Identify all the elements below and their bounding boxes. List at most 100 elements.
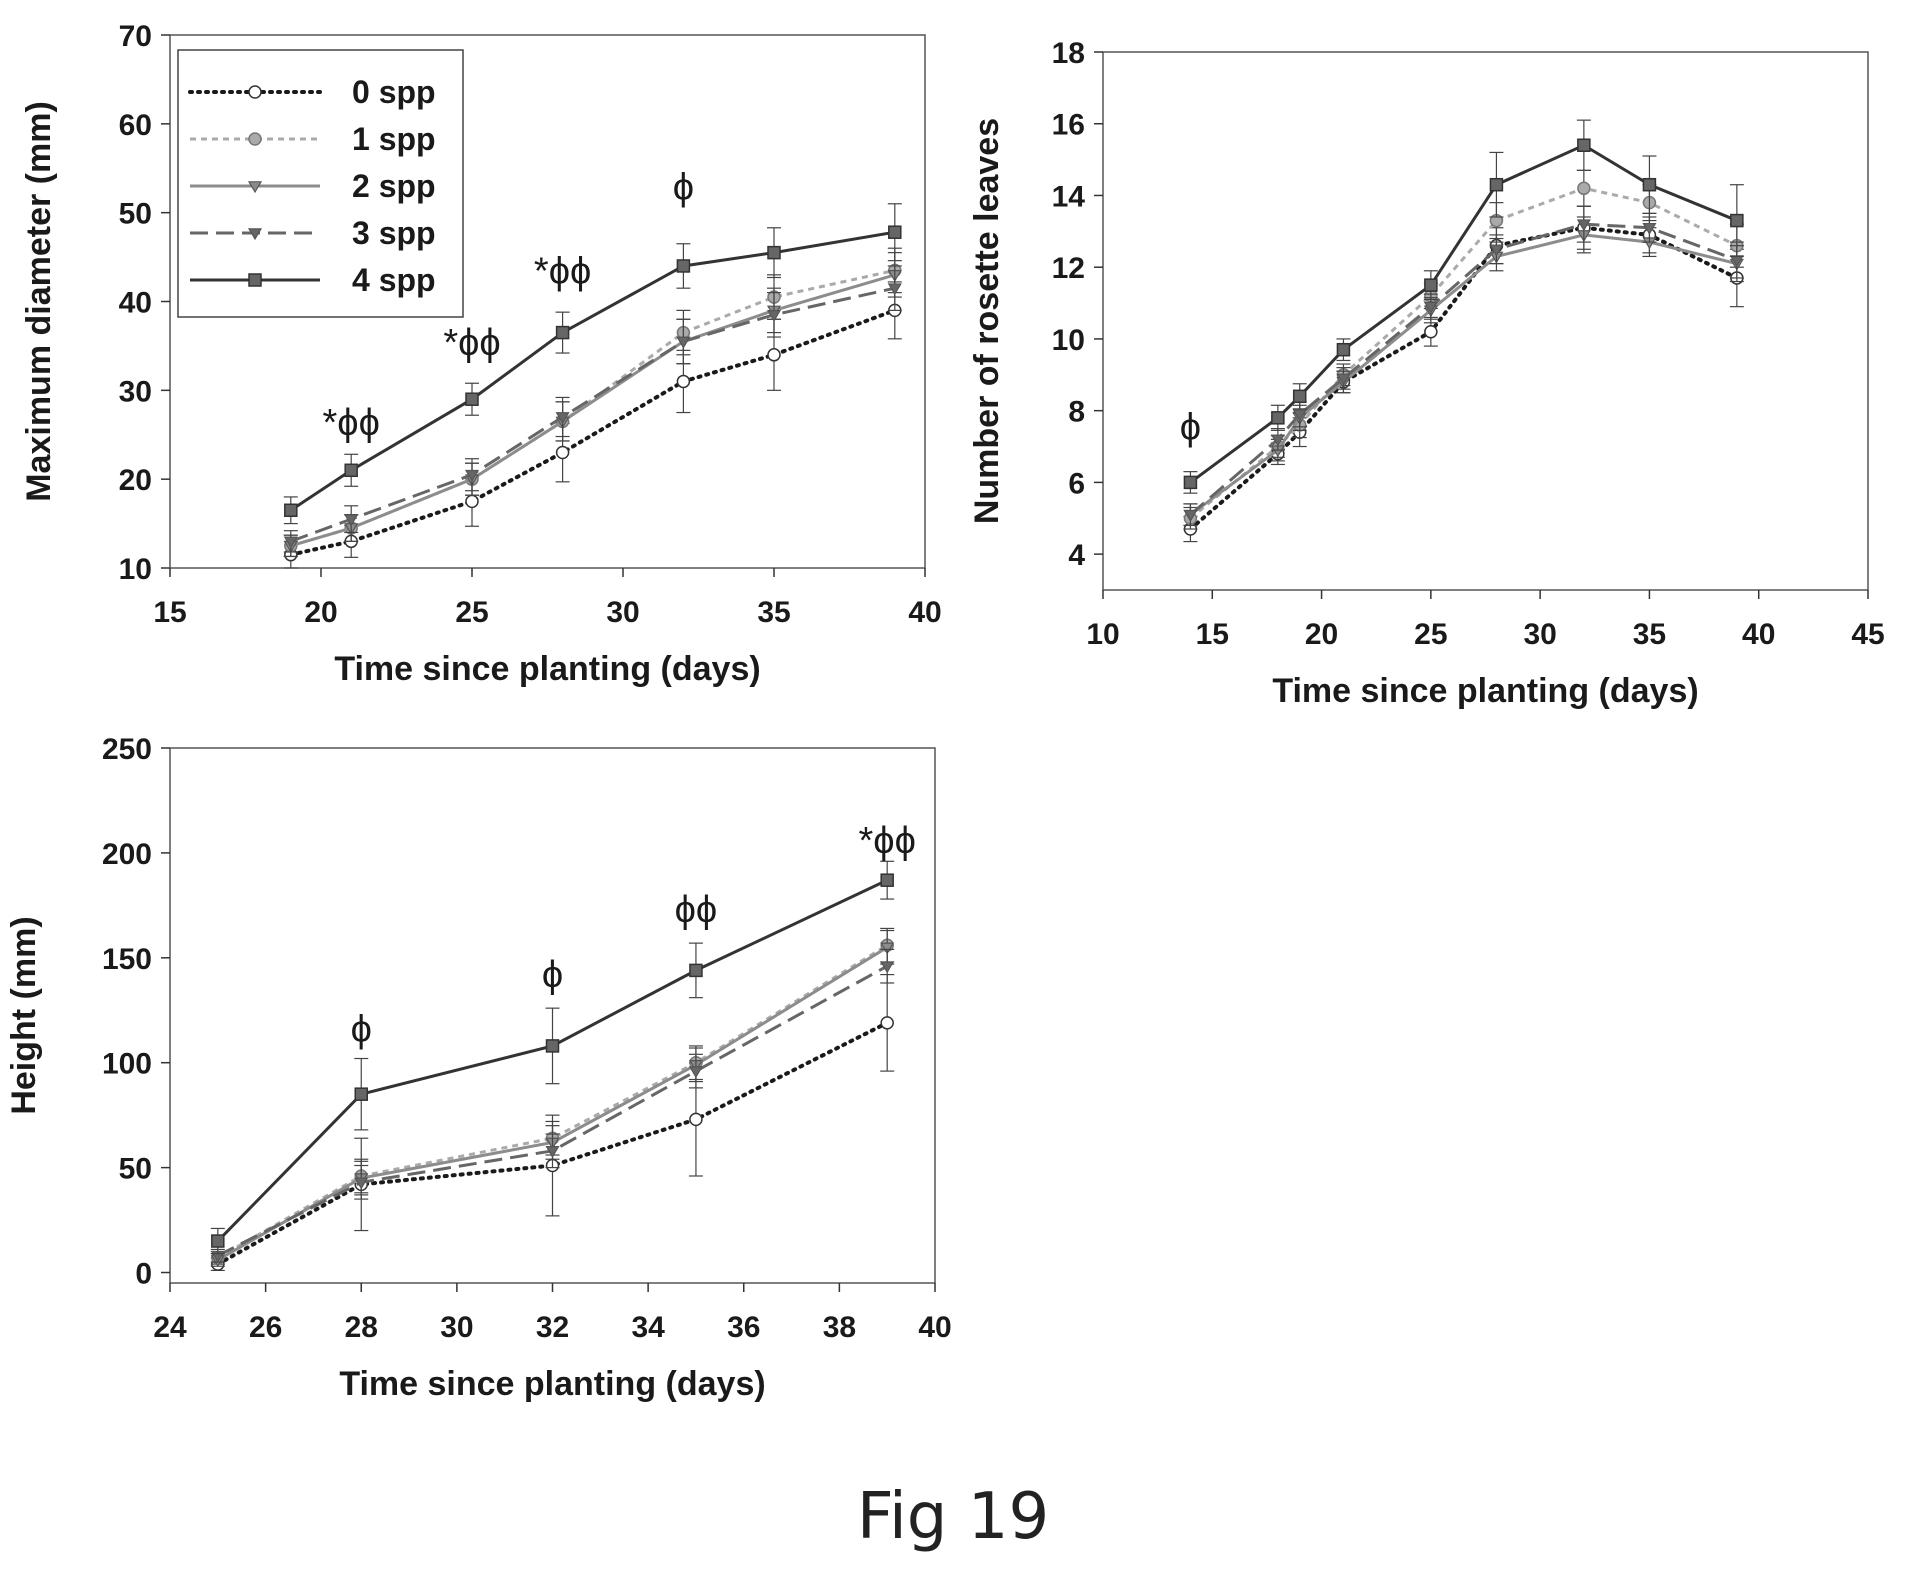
data-point <box>1489 177 1504 192</box>
data-point <box>1183 475 1198 490</box>
data-point <box>464 469 480 482</box>
data-point <box>555 445 570 460</box>
y-tick-label: 50 <box>119 198 152 231</box>
data-point <box>880 961 895 974</box>
legend-swatch-marker <box>247 181 263 194</box>
x-tick-label: 20 <box>304 596 337 629</box>
y-tick-label: 150 <box>102 943 152 976</box>
data-point <box>1730 213 1744 228</box>
legend-swatch-marker <box>248 273 262 287</box>
chart-diameter: 15 20 25 30 35 40 10 20 30 40 50 60 70 Time since pla… <box>20 20 942 688</box>
y-tick-label: 8 <box>1068 396 1085 429</box>
y-tick-label: 12 <box>1052 252 1085 285</box>
series-line <box>1189 143 1738 484</box>
y-tick-label: 250 <box>102 733 152 766</box>
data-point <box>1424 325 1438 339</box>
x-tick-label: 15 <box>153 596 186 629</box>
data-point <box>1642 222 1657 235</box>
data-point <box>1183 509 1198 522</box>
significance-annotation: *ϕϕ <box>859 820 916 862</box>
data-point <box>1336 373 1351 386</box>
y-tick-label: 10 <box>1052 324 1085 357</box>
data-point <box>767 348 781 362</box>
series-line <box>1189 233 1738 516</box>
x-tick-label: 35 <box>757 596 790 629</box>
y-tick-label: 14 <box>1052 180 1086 213</box>
y-tick-label: 18 <box>1052 37 1085 70</box>
data-point <box>1642 177 1657 192</box>
y-tick-label: 30 <box>119 375 152 408</box>
data-point <box>1292 409 1307 422</box>
data-point <box>688 1066 703 1079</box>
data-point <box>545 1146 560 1159</box>
series-line <box>290 286 896 543</box>
x-tick-label: 30 <box>1523 618 1556 651</box>
series-3-spp <box>1183 205 1744 527</box>
x-axis-label: Time since planting (days) <box>339 1365 765 1403</box>
significance-annotation: *ϕϕ <box>534 251 591 293</box>
y-axis-label: Number of rosette leaves <box>968 118 1006 524</box>
x-tick-label: 30 <box>606 596 639 629</box>
significance-annotation: ϕ <box>1180 406 1201 448</box>
data-point <box>676 259 691 273</box>
series-4-spp <box>1183 119 1744 494</box>
y-tick-label: 70 <box>119 20 152 53</box>
series-line <box>1189 222 1738 516</box>
x-tick-label: 45 <box>1851 618 1884 651</box>
data-point <box>880 1016 894 1030</box>
chart-height: 24 26 28 30 32 34 36 38 40 0 50 100 150 200 250 Time si… <box>5 733 952 1403</box>
series-line <box>1188 225 1739 532</box>
x-tick-label: 15 <box>1196 618 1229 651</box>
data-point <box>354 1177 369 1190</box>
y-tick-label: 40 <box>119 287 152 320</box>
legend-box <box>177 49 464 318</box>
data-point <box>1271 411 1285 425</box>
data-point <box>545 1039 560 1053</box>
series-2-spp <box>1183 216 1744 527</box>
data-point <box>555 325 570 340</box>
legend-label: 1 spp <box>352 121 436 157</box>
y-tick-label: 200 <box>102 838 152 871</box>
y-tick-label: 4 <box>1068 539 1085 572</box>
significance-annotation: *ϕϕ <box>443 322 500 364</box>
data-point <box>465 392 479 406</box>
x-tick-label: 35 <box>1633 618 1666 651</box>
significance-annotation: ϕϕ <box>675 889 718 931</box>
data-point <box>676 336 691 349</box>
series-1-spp <box>1183 169 1744 530</box>
series-line <box>217 943 888 1260</box>
series-line <box>215 1020 890 1267</box>
x-tick-label: 40 <box>908 596 941 629</box>
x-tick-label: 10 <box>1086 618 1119 651</box>
legend-swatch-marker <box>248 132 262 146</box>
data-point <box>465 494 479 509</box>
data-point <box>1292 389 1307 404</box>
y-tick-label: 60 <box>119 109 152 142</box>
x-tick-label: 20 <box>1305 618 1338 651</box>
chart-leaves: 10 15 20 25 30 35 40 45 4 6 8 10 12 14 16 18 Time since … <box>968 37 1885 710</box>
y-axis-label: Maximum diameter (mm) <box>20 101 58 502</box>
series-line <box>288 308 897 557</box>
x-tick-label: 34 <box>631 1311 665 1344</box>
x-axis-label: Time since planting (days) <box>334 650 760 688</box>
data-point <box>689 963 703 978</box>
y-tick-label: 10 <box>119 553 152 586</box>
y-tick-label: 6 <box>1068 467 1085 500</box>
data-point <box>887 283 902 296</box>
data-point <box>880 873 894 887</box>
data-point <box>888 225 902 239</box>
data-point <box>1423 301 1438 314</box>
data-point <box>344 463 358 478</box>
figure-caption: Fig 19 <box>856 1480 1050 1554</box>
series-4-spp <box>283 203 902 525</box>
y-tick-label: 50 <box>119 1153 152 1186</box>
y-tick-label: 100 <box>102 1048 152 1081</box>
y-tick-label: 20 <box>119 464 152 497</box>
legend-label: 3 spp <box>352 215 436 251</box>
data-point <box>676 374 691 389</box>
x-tick-label: 40 <box>1742 618 1775 651</box>
y-axis-label: Height (mm) <box>5 916 43 1114</box>
data-point <box>1577 181 1591 196</box>
